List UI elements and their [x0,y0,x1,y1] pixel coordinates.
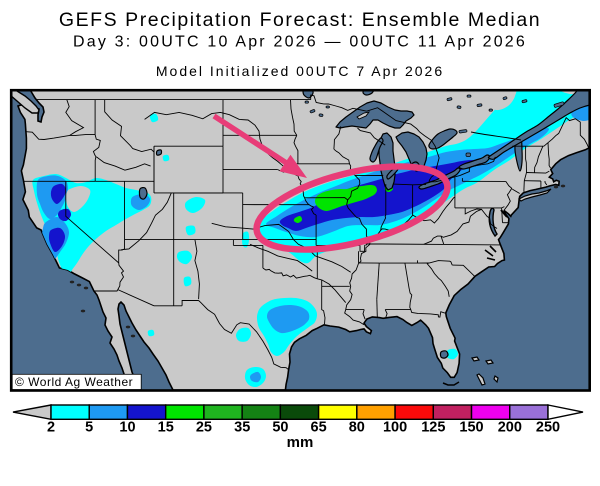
svg-text:125: 125 [421,420,445,436]
svg-text:200: 200 [498,420,522,436]
svg-text:GEFS Precipitation Forecast: E: GEFS Precipitation Forecast: Ensemble Me… [59,9,541,31]
svg-text:5: 5 [85,420,93,436]
svg-text:150: 150 [459,420,483,436]
svg-text:80: 80 [349,420,365,436]
svg-text:Day 3: 00UTC 10 Apr 2026 — 00U: Day 3: 00UTC 10 Apr 2026 — 00UTC 11 Apr … [73,34,527,51]
svg-text:Model Initialized 00UTC 7 Apr: Model Initialized 00UTC 7 Apr 2026 [156,63,444,79]
svg-text:mm: mm [287,434,314,451]
svg-text:50: 50 [272,420,288,436]
svg-text:100: 100 [383,420,407,436]
svg-text:65: 65 [311,420,327,436]
svg-text:2: 2 [47,420,55,436]
svg-text:15: 15 [158,420,174,436]
svg-text:25: 25 [196,420,212,436]
svg-text:© World Ag Weather: © World Ag Weather [15,375,133,389]
svg-text:35: 35 [234,420,250,436]
svg-text:10: 10 [119,420,135,436]
svg-text:250: 250 [536,420,560,436]
